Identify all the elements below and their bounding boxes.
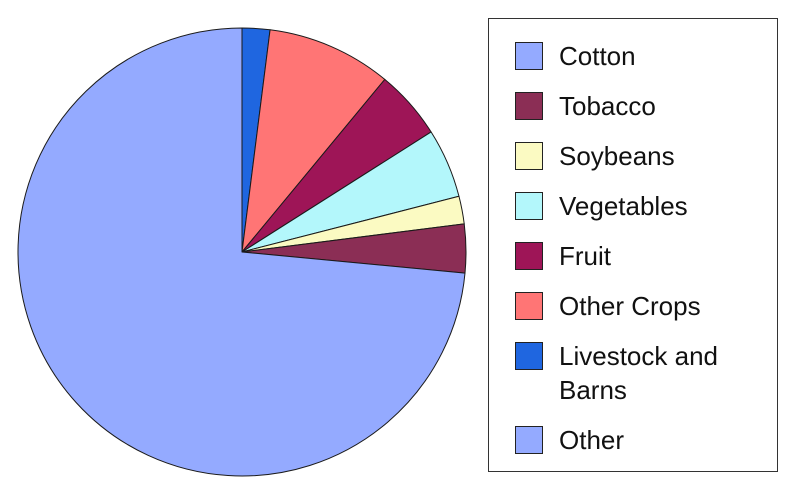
pie-slice-other (17, 27, 466, 477)
legend-label: Other (559, 425, 625, 455)
legend: Cotton Tobacco Soybeans Vegetables Fruit Othe… (488, 18, 778, 472)
legend-swatch (515, 192, 543, 220)
legend-swatch (515, 92, 543, 120)
legend-swatch (515, 426, 543, 454)
legend-item-fruit: Fruit (515, 239, 777, 273)
legend-item-livestock-and-barns: Livestock and Barns (515, 339, 777, 407)
legend-item-cotton: Cotton (515, 39, 777, 73)
legend-label: Cotton (559, 41, 636, 71)
legend-label: Fruit (559, 241, 611, 271)
pie-chart (17, 27, 467, 477)
legend-item-vegetables: Vegetables (515, 189, 777, 223)
legend-label: Vegetables (559, 191, 688, 221)
legend-item-other: Other (515, 423, 777, 457)
pie-slices (17, 27, 467, 477)
pie-slice-other-crops (241, 29, 386, 253)
legend-item-soybeans: Soybeans (515, 139, 777, 173)
legend-swatch (515, 242, 543, 270)
legend-label: Livestock and Barns (559, 341, 718, 405)
legend-swatch (515, 342, 543, 370)
legend-item-tobacco: Tobacco (515, 89, 777, 123)
legend-swatch (515, 142, 543, 170)
legend-label: Tobacco (559, 91, 656, 121)
legend-label: Other Crops (559, 291, 701, 321)
legend-swatch (515, 292, 543, 320)
legend-label: Soybeans (559, 141, 675, 171)
legend-swatch (515, 42, 543, 70)
legend-item-other-crops: Other Crops (515, 289, 777, 323)
